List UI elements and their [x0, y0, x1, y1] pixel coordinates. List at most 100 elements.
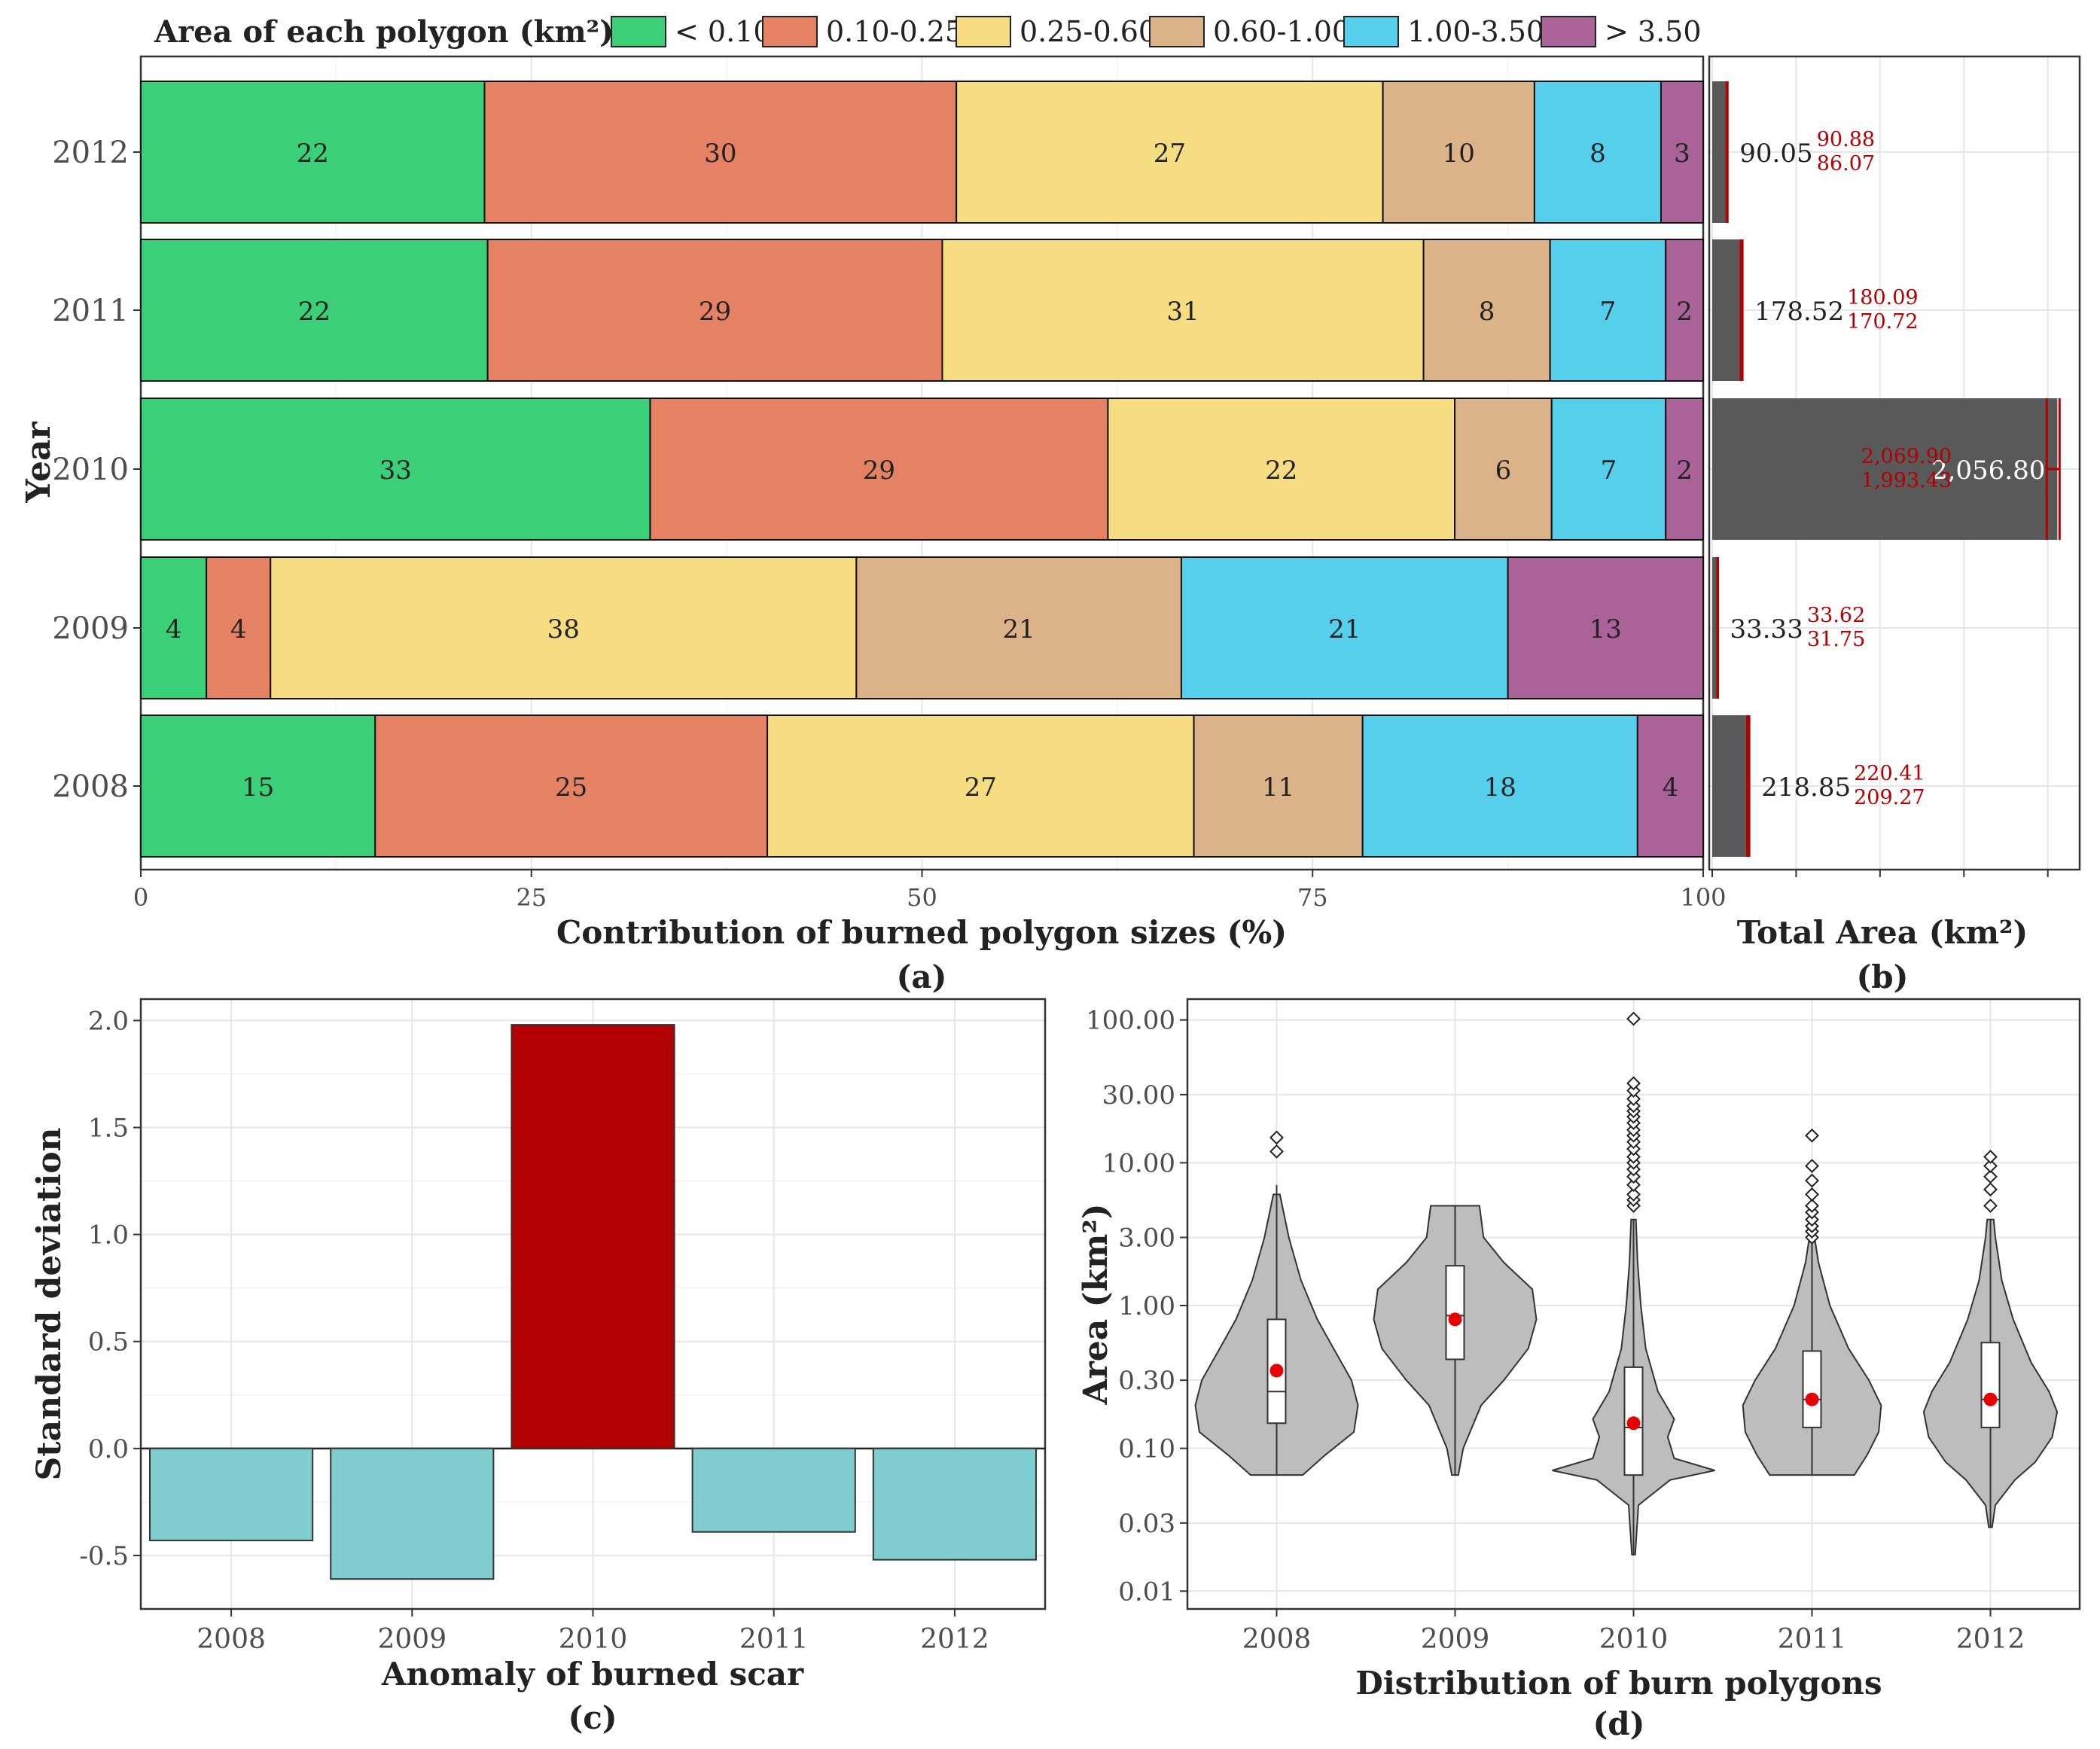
x-tick-label: 2009	[377, 1624, 447, 1655]
y-tick-label: 2.0	[88, 1006, 129, 1036]
segment-value-label: 11	[1262, 772, 1294, 803]
x-tick-label: 50	[907, 883, 937, 912]
stacked-bar-segment	[1180, 556, 1509, 699]
y-tick-label: 100.00	[1086, 1006, 1175, 1036]
stacked-bar-segment	[1636, 715, 1705, 858]
segment-value-label: 29	[863, 456, 895, 486]
stacked-bar-segment	[140, 398, 651, 541]
outlier-point	[1805, 1128, 1819, 1143]
stacked-bar-segment	[956, 81, 1384, 224]
legend-swatch	[1149, 16, 1205, 47]
outlier-point	[1983, 1150, 1998, 1164]
stacked-bar-segment	[649, 398, 1109, 541]
y-tick-label: 0.10	[1118, 1434, 1175, 1464]
segment-value-label: 38	[547, 614, 580, 644]
outlier-point	[1983, 1199, 1998, 1213]
x-tick-label: 0	[133, 883, 148, 912]
stacked-bar-segment	[140, 556, 208, 699]
stacked-bar-segment	[1550, 398, 1667, 541]
legend-label: 0.10-0.25	[826, 15, 963, 48]
mean-point	[1805, 1392, 1819, 1406]
y-tick-label: 1.5	[88, 1114, 129, 1144]
segment-value-label: 22	[297, 139, 329, 169]
x-tick-label: 75	[1297, 883, 1328, 912]
outlier-point	[1626, 1011, 1641, 1026]
legend-swatch	[956, 16, 1011, 47]
outlier-point	[1269, 1144, 1284, 1159]
segment-value-label: 33	[379, 456, 412, 486]
segment-value-label: 21	[1003, 614, 1035, 644]
stacked-bar-segment	[140, 715, 376, 858]
y-tick-label: 2011	[52, 294, 129, 328]
legend-label: 0.25-0.60	[1020, 15, 1157, 48]
segment-value-label: 21	[1328, 614, 1361, 644]
x-tick-label: 2008	[1242, 1624, 1312, 1655]
anomaly-bar	[330, 1447, 495, 1580]
legend-swatch	[1343, 16, 1399, 47]
total-value-label: 218.85	[1761, 772, 1851, 803]
anomaly-bar	[149, 1447, 314, 1542]
ci-lower-label: 31.75	[1807, 628, 1865, 651]
x-tick-label: 2012	[920, 1624, 989, 1655]
total-value-label: 178.52	[1754, 297, 1844, 327]
total-value-label: 33.33	[1730, 614, 1803, 644]
stacked-bar-segment	[486, 239, 943, 382]
segment-value-label: 4	[1663, 772, 1679, 803]
total-value-label: 90.05	[1739, 139, 1812, 169]
x-tick-label: 100	[1680, 883, 1726, 912]
mean-point	[1626, 1416, 1641, 1431]
y-tick-label: 10.00	[1102, 1148, 1175, 1178]
stacked-bar-segment	[483, 81, 958, 224]
total-value-label: 2,056.80	[1931, 456, 2045, 486]
stacked-bar-segment	[1382, 81, 1535, 224]
legend-swatch	[611, 16, 666, 47]
y-tick-label: 1.0	[88, 1220, 129, 1251]
y-tick-label: 0.0	[88, 1434, 129, 1464]
x-tick-label: 25	[516, 883, 547, 912]
mean-point	[1983, 1392, 1998, 1406]
y-tick-label: 30.00	[1102, 1080, 1175, 1111]
x-axis-title: Total Area (km²)	[1737, 914, 2028, 951]
x-tick-label: 2010	[1599, 1624, 1669, 1655]
x-axis-title: Anomaly of burned scar	[381, 1656, 804, 1693]
segment-value-label: 8	[1479, 297, 1495, 327]
anomaly-bar	[511, 1024, 675, 1449]
stacked-bar-segment	[1107, 398, 1456, 541]
ci-upper-label: 220.41	[1854, 762, 1925, 785]
total-area-bar	[1712, 239, 1742, 381]
stacked-bar-segment	[1665, 398, 1704, 541]
x-tick-label: 2011	[739, 1624, 809, 1655]
stacked-bar-segment	[140, 239, 489, 382]
ci-upper-label: 2,069.90	[1861, 445, 1952, 468]
segment-value-label: 15	[242, 772, 274, 803]
y-axis-title: Year	[20, 422, 58, 504]
segment-value-label: 22	[298, 297, 331, 327]
segment-value-label: 6	[1495, 456, 1512, 486]
outlier-point	[1626, 1178, 1641, 1193]
segment-value-label: 27	[1154, 139, 1186, 169]
legend-label: 0.60-1.00	[1213, 15, 1350, 48]
outlier-point	[1983, 1159, 1998, 1174]
outlier-point	[1269, 1130, 1284, 1145]
y-tick-label: 0.5	[88, 1327, 129, 1357]
stacked-bar-segment	[1193, 715, 1364, 858]
y-tick-label: 0.01	[1118, 1577, 1175, 1607]
panel-d-violins: 0.01 0.03 0.10 0.30 1.00 3.00 10.00 30.00 100.00…	[1077, 998, 2081, 1742]
stacked-bar-segment	[1454, 398, 1553, 541]
y-tick-label: 3.00	[1118, 1223, 1175, 1254]
mean-point	[1269, 1364, 1284, 1378]
y-tick-label: 2012	[52, 136, 129, 170]
anomaly-bar	[872, 1447, 1037, 1561]
segment-value-label: 4	[166, 614, 182, 644]
stacked-bar-segment	[767, 715, 1195, 858]
y-tick-label: -0.5	[79, 1541, 129, 1571]
segment-value-label: 22	[1265, 456, 1297, 486]
y-tick-label: 2009	[52, 611, 129, 646]
segment-value-label: 31	[1166, 297, 1199, 327]
stacked-bar-segment	[941, 239, 1425, 382]
y-tick-label: 1.00	[1118, 1291, 1175, 1321]
stacked-bar-segment	[206, 556, 272, 699]
outlier-point	[1626, 1076, 1641, 1091]
